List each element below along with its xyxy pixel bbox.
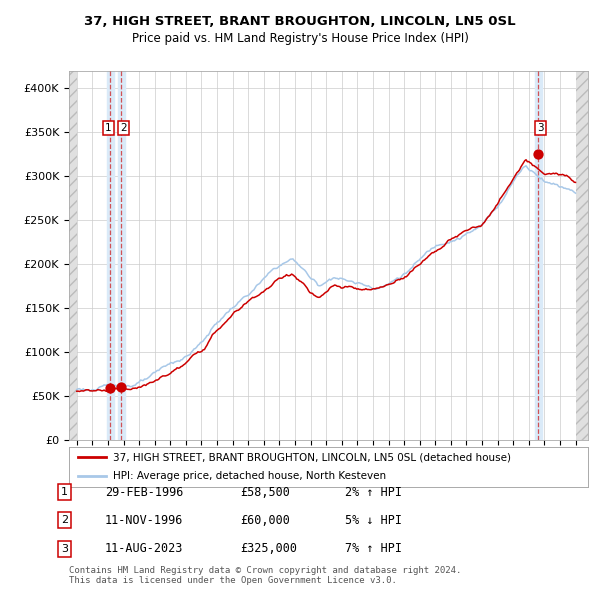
Bar	[69, 71, 77, 440]
Text: 3: 3	[538, 123, 544, 133]
Text: 37, HIGH STREET, BRANT BROUGHTON, LINCOLN, LN5 0SL: 37, HIGH STREET, BRANT BROUGHTON, LINCOL…	[84, 15, 516, 28]
Text: £58,500: £58,500	[240, 486, 290, 499]
Text: 2: 2	[61, 516, 68, 525]
Bar	[118, 71, 125, 440]
Text: 2: 2	[120, 123, 127, 133]
Text: 2% ↑ HPI: 2% ↑ HPI	[345, 486, 402, 499]
Text: Price paid vs. HM Land Registry's House Price Index (HPI): Price paid vs. HM Land Registry's House …	[131, 32, 469, 45]
Point	[533, 149, 543, 159]
Text: Contains HM Land Registry data © Crown copyright and database right 2024.
This d: Contains HM Land Registry data © Crown c…	[69, 566, 461, 585]
Text: 7% ↑ HPI: 7% ↑ HPI	[345, 542, 402, 555]
Text: HPI: Average price, detached house, North Kesteven: HPI: Average price, detached house, Nort…	[113, 471, 386, 481]
Text: 29-FEB-1996: 29-FEB-1996	[105, 486, 184, 499]
Text: 37, HIGH STREET, BRANT BROUGHTON, LINCOLN, LN5 0SL (detached house): 37, HIGH STREET, BRANT BROUGHTON, LINCOL…	[113, 453, 511, 463]
Point	[106, 384, 115, 393]
Text: 3: 3	[61, 544, 68, 553]
Text: 1: 1	[105, 123, 112, 133]
Bar	[107, 71, 114, 440]
Text: 5% ↓ HPI: 5% ↓ HPI	[345, 514, 402, 527]
Point	[116, 382, 126, 392]
Text: 11-AUG-2023: 11-AUG-2023	[105, 542, 184, 555]
Text: 11-NOV-1996: 11-NOV-1996	[105, 514, 184, 527]
Text: 1: 1	[61, 487, 68, 497]
Bar	[535, 71, 542, 440]
Text: £325,000: £325,000	[240, 542, 297, 555]
Bar	[575, 71, 588, 440]
Text: £60,000: £60,000	[240, 514, 290, 527]
